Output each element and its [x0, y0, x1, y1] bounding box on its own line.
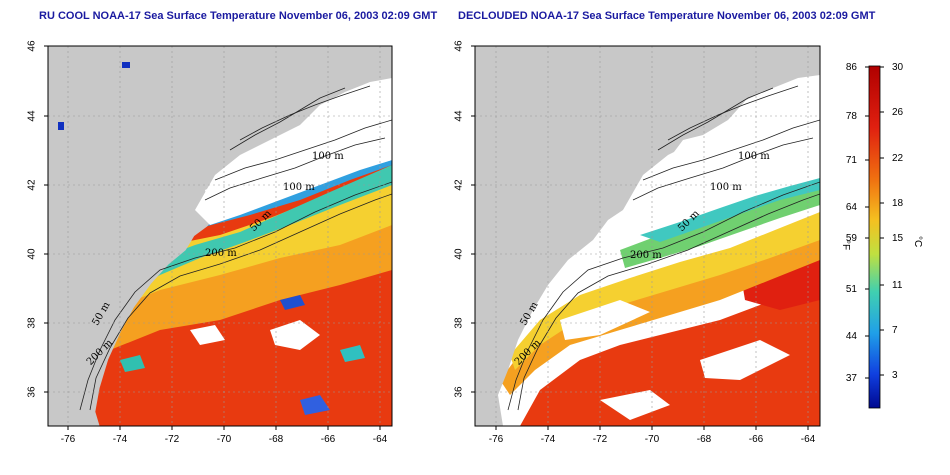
y-tick-label: 46 [454, 40, 465, 52]
x-tick-label: -74 [113, 434, 128, 445]
right-axis-ticks: -76 -74 -72 -70 -68 -66 -64 36 38 40 42 44 46 [454, 40, 816, 445]
right-contour-label: 200 m [630, 250, 662, 261]
left-contour-label: 100 m [283, 182, 315, 193]
colorbar-c-tick: 26 [892, 107, 904, 118]
y-tick-label: 46 [27, 40, 38, 52]
x-tick-label: -72 [593, 434, 608, 445]
x-tick-label: -64 [373, 434, 388, 445]
left-contour-label: 200 m [205, 248, 237, 259]
x-tick-label: -66 [321, 434, 336, 445]
left-contour-label: 100 m [312, 151, 344, 162]
colorbar-c-tick: 30 [892, 62, 904, 73]
right-bathymetry-contours [507, 85, 820, 411]
x-tick-label: -72 [165, 434, 180, 445]
y-tick-label: 38 [454, 317, 465, 329]
colorbar-gradient [868, 65, 881, 409]
y-tick-label: 38 [27, 317, 38, 329]
x-tick-label: -76 [489, 434, 504, 445]
right-panel-title: DECLOUDED NOAA-17 Sea Surface Temperatur… [458, 10, 876, 22]
right-frame [474, 45, 821, 427]
y-tick-label: 40 [27, 248, 38, 260]
right-land-mass [475, 46, 820, 426]
y-tick-label: 40 [454, 248, 465, 260]
colorbar-f-tick: 71 [846, 155, 858, 166]
x-tick-label: -66 [749, 434, 764, 445]
colorbar-c-tick: 22 [892, 153, 904, 164]
left-frame [47, 45, 393, 427]
colorbar-f-tick: 37 [846, 373, 858, 384]
y-tick-label: 44 [27, 110, 38, 122]
y-tick-label: 36 [454, 386, 465, 398]
colorbar-c-tick: 3 [892, 370, 898, 381]
celsius-label: °C [912, 236, 923, 247]
left-axis-ticks: -76 -74 -72 -70 -68 -66 -64 36 38 40 42 44 46 [27, 40, 388, 445]
right-contour-label: 100 m [710, 182, 742, 193]
colorbar-c-tick: 11 [892, 280, 903, 291]
colorbar-f-tick: 78 [846, 111, 858, 122]
x-tick-label: -64 [801, 434, 816, 445]
y-tick-label: 42 [454, 179, 465, 191]
x-tick-label: -68 [269, 434, 284, 445]
x-tick-label: -68 [697, 434, 712, 445]
left-grid [48, 46, 392, 426]
x-tick-label: -74 [541, 434, 556, 445]
left-panel-title: RU COOL NOAA-17 Sea Surface Temperature … [39, 10, 438, 22]
left-land-mass [48, 46, 392, 426]
colorbar-c-tick: 18 [892, 198, 904, 209]
right-map: 100 m 100 m 50 m 200 m 50 m 200 m [474, 45, 821, 427]
colorbar-c-tick: 7 [892, 325, 898, 336]
colorbar-f-tick: 86 [846, 62, 858, 73]
y-tick-label: 44 [454, 110, 465, 122]
colorbar-f-tick: 59 [846, 233, 858, 244]
right-contour-label: 100 m [738, 151, 770, 162]
fahrenheit-label: °F [840, 240, 851, 250]
right-grid [475, 46, 820, 426]
x-tick-label: -70 [645, 434, 660, 445]
y-tick-label: 36 [27, 386, 38, 398]
colorbar-c-tick: 15 [892, 233, 904, 244]
x-tick-label: -70 [217, 434, 232, 445]
colorbar: 86 78 71 64 59 51 44 37 30 26 22 18 15 11 7 3 °F °C [840, 62, 923, 409]
left-map: 100 m 100 m 50 m 200 m 50 m 200 m [47, 45, 393, 427]
colorbar-f-tick: 64 [846, 202, 858, 213]
colorbar-f-tick: 51 [846, 284, 858, 295]
y-tick-label: 42 [27, 179, 38, 191]
x-tick-label: -76 [61, 434, 76, 445]
colorbar-f-tick: 44 [846, 331, 858, 342]
